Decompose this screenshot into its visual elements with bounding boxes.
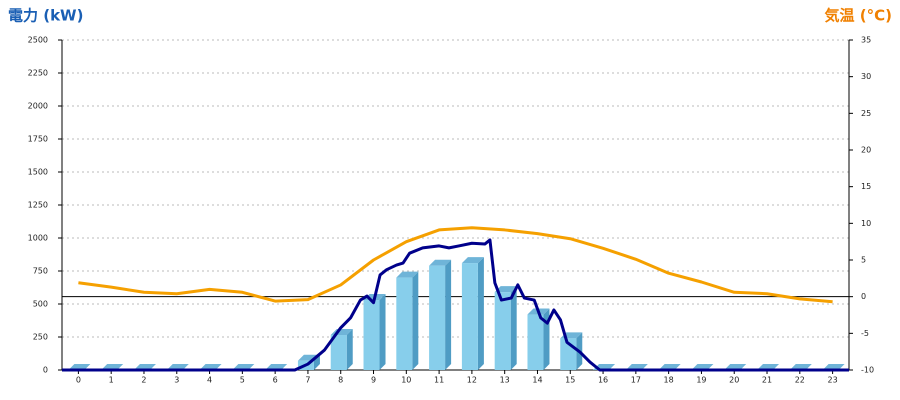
y-tick-label: 500 (33, 300, 48, 309)
y2-tick-label: 20 (861, 146, 871, 155)
bar-side (412, 271, 419, 370)
bar-side (510, 286, 517, 370)
x-tick-label: 22 (795, 376, 805, 385)
x-tick-label: 20 (729, 376, 739, 385)
y2-axis-title: 気温 (°C) (825, 7, 892, 25)
x-tick-label: 13 (500, 376, 510, 385)
y-axis-title: 電力 (kW) (8, 7, 83, 25)
y-tick-label: 2500 (28, 36, 48, 45)
bar-side (313, 354, 320, 370)
bar (330, 335, 347, 370)
bar-top (396, 271, 419, 278)
bar-side (346, 329, 353, 370)
y2-tick-label: -5 (861, 329, 869, 338)
x-tick-label: 19 (696, 376, 706, 385)
x-tick-label: 23 (828, 376, 838, 385)
bar-top (494, 286, 517, 293)
y-tick-label: 1750 (28, 135, 48, 144)
x-tick-label: 1 (109, 376, 114, 385)
y2-tick-label: 25 (861, 109, 871, 118)
y-tick-label: 1000 (28, 234, 48, 243)
x-tick-label: 2 (141, 376, 146, 385)
y-tick-label: 1500 (28, 168, 48, 177)
bar-side (379, 294, 386, 370)
bar (461, 263, 478, 370)
bar (363, 300, 380, 370)
x-tick-label: 14 (532, 376, 542, 385)
y-tick-label: 2000 (28, 102, 48, 111)
bar (527, 314, 544, 370)
x-tick-label: 6 (273, 376, 278, 385)
bar-side (445, 259, 452, 370)
x-tick-label: 10 (401, 376, 411, 385)
x-tick-label: 0 (76, 376, 81, 385)
y2-tick-label: -10 (861, 366, 874, 375)
line (78, 226, 833, 304)
y-tick-label: 2250 (28, 69, 48, 78)
y2-tick-label: 10 (861, 219, 871, 228)
y2-tick-label: 15 (861, 182, 871, 191)
x-tick-label: 12 (467, 376, 477, 385)
bar (494, 292, 511, 370)
y-tick-label: 250 (33, 333, 48, 342)
x-tick-label: 9 (371, 376, 376, 385)
x-tick-label: 18 (664, 376, 674, 385)
y2-tick-label: 35 (861, 36, 871, 45)
bar-top (461, 257, 484, 264)
bar-side (477, 257, 484, 370)
x-tick-label: 8 (338, 376, 343, 385)
x-tick-label: 21 (762, 376, 772, 385)
x-tick-label: 7 (305, 376, 310, 385)
x-tick-label: 16 (598, 376, 608, 385)
x-tick-label: 15 (565, 376, 575, 385)
x-tick-label: 3 (174, 376, 179, 385)
line (62, 238, 849, 372)
x-tick-label: 5 (240, 376, 245, 385)
y-tick-label: 0 (43, 366, 48, 375)
y2-tick-label: 0 (861, 292, 866, 301)
y-tick-label: 750 (33, 267, 48, 276)
bar (429, 265, 446, 370)
y2-tick-label: 5 (861, 256, 866, 265)
x-tick-label: 4 (207, 376, 212, 385)
bar (396, 277, 413, 370)
bar-top (429, 259, 452, 266)
x-tick-label: 11 (434, 376, 444, 385)
y2-tick-label: 30 (861, 72, 871, 81)
x-tick-label: 17 (631, 376, 641, 385)
y-tick-label: 1250 (28, 201, 48, 210)
